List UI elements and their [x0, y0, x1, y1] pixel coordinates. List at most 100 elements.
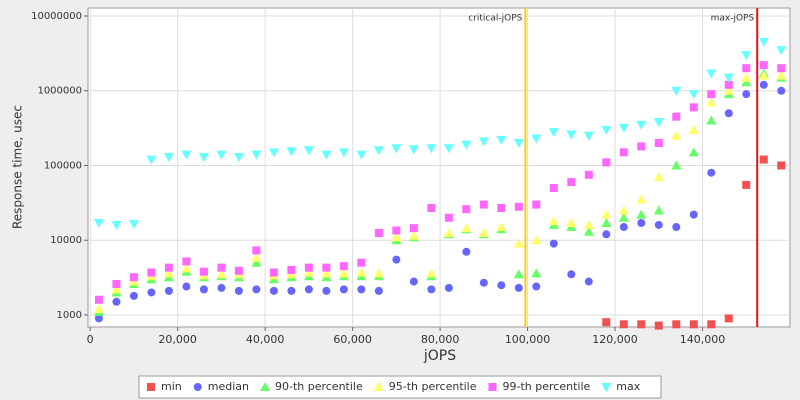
- data-point: [427, 203, 436, 212]
- data-point: [478, 227, 489, 237]
- y-axis-title: Response time, usec: [11, 105, 25, 229]
- reference-label: max-jOPS: [711, 14, 755, 24]
- data-point: [742, 180, 751, 189]
- data-point: [94, 295, 103, 304]
- data-point: [689, 103, 698, 112]
- data-point: [619, 320, 628, 329]
- data-point: [531, 134, 542, 144]
- data-point: [549, 239, 558, 248]
- data-point: [742, 90, 751, 99]
- data-point: [671, 86, 682, 96]
- data-point: [637, 142, 646, 151]
- data-point: [321, 268, 332, 278]
- data-point: [217, 283, 226, 292]
- data-point: [94, 314, 103, 323]
- data-point: [234, 266, 243, 275]
- data-point: [723, 73, 734, 83]
- data-point: [462, 205, 471, 214]
- data-point: [707, 90, 716, 99]
- data-point: [146, 155, 157, 165]
- data-point: [759, 80, 768, 89]
- data-point: [654, 321, 663, 330]
- data-point: [583, 226, 594, 236]
- x-tick-label: 140,000: [680, 333, 726, 346]
- data-point: [461, 140, 472, 150]
- data-point: [602, 318, 611, 327]
- data-point: [672, 320, 681, 329]
- data-point: [268, 148, 279, 158]
- data-point: [777, 161, 786, 170]
- data-point: [339, 262, 348, 271]
- data-point: [322, 286, 331, 295]
- data-point: [357, 285, 366, 294]
- data-point: [706, 115, 717, 125]
- data-point: [112, 279, 121, 288]
- legend-label: median: [208, 380, 249, 393]
- data-point: [287, 265, 296, 274]
- data-point: [531, 268, 542, 278]
- data-point: [478, 137, 489, 147]
- data-point: [304, 263, 313, 272]
- data-point: [357, 258, 366, 267]
- legend-marker: [147, 383, 155, 391]
- x-tick-label: 120,000: [592, 333, 638, 346]
- data-point: [234, 286, 243, 295]
- data-point: [776, 46, 787, 56]
- data-point: [548, 216, 559, 226]
- data-point: [636, 120, 647, 130]
- data-point: [373, 146, 384, 156]
- data-point: [269, 268, 278, 277]
- data-point: [374, 286, 383, 295]
- data-point: [601, 125, 612, 135]
- data-point: [637, 320, 646, 329]
- data-point: [252, 246, 261, 255]
- data-point: [706, 97, 717, 107]
- data-point: [217, 263, 226, 272]
- data-point: [653, 118, 664, 128]
- data-point: [497, 281, 506, 290]
- data-point: [373, 268, 384, 278]
- data-point: [758, 37, 769, 47]
- data-point: [496, 135, 507, 145]
- data-point: [251, 252, 262, 262]
- data-point: [443, 227, 454, 237]
- data-point: [111, 220, 122, 230]
- data-point: [479, 278, 488, 287]
- data-point: [653, 172, 664, 182]
- data-point: [653, 205, 664, 215]
- data-point: [549, 183, 558, 192]
- data-point: [251, 257, 262, 267]
- y-tick-label: 100000: [44, 160, 82, 171]
- data-point: [216, 150, 227, 160]
- data-point: [408, 230, 419, 240]
- data-point: [532, 282, 541, 291]
- data-point: [567, 178, 576, 187]
- data-point: [252, 285, 261, 294]
- x-tick-label: 60,000: [333, 333, 372, 346]
- data-point: [689, 210, 698, 219]
- legend-label: 90-th percentile: [275, 380, 363, 393]
- y-tick-label: 10000000: [31, 11, 82, 22]
- data-point: [392, 255, 401, 264]
- data-point: [339, 285, 348, 294]
- data-point: [409, 224, 418, 233]
- x-tick-label: 40,000: [246, 333, 285, 346]
- data-point: [163, 268, 174, 278]
- data-point: [532, 200, 541, 209]
- plot-area: [87, 7, 791, 328]
- data-point: [356, 150, 367, 160]
- data-point: [443, 144, 454, 154]
- data-point: [462, 247, 471, 256]
- data-point: [269, 286, 278, 295]
- data-point: [619, 223, 628, 232]
- legend-marker: [601, 383, 612, 392]
- legend-label: 95-th percentile: [389, 380, 477, 393]
- data-point: [706, 69, 717, 79]
- data-point: [566, 130, 577, 140]
- data-point: [777, 64, 786, 73]
- data-point: [182, 282, 191, 291]
- data-point: [216, 269, 227, 279]
- data-point: [303, 146, 314, 156]
- data-point: [671, 130, 682, 140]
